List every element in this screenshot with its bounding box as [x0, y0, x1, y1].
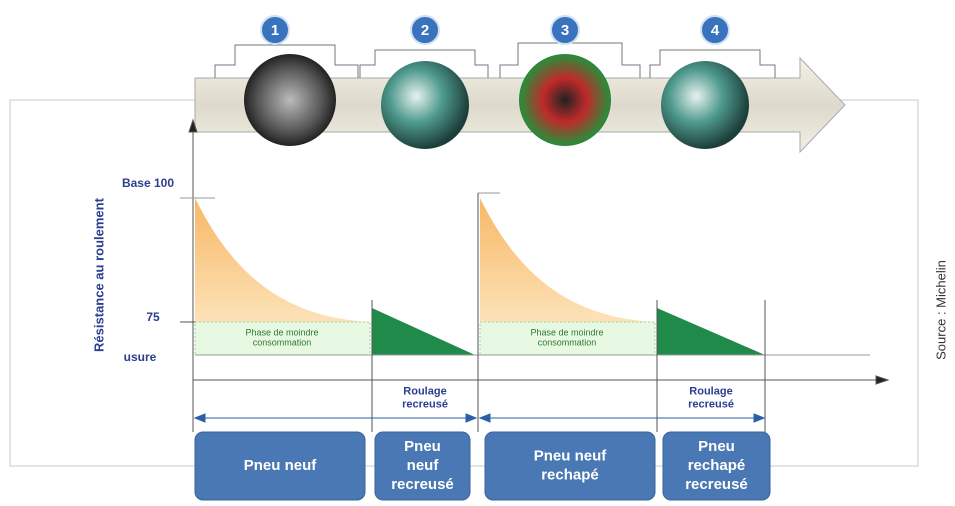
- phase-area: [479, 321, 656, 356]
- level-label: 75: [146, 310, 160, 324]
- photo-retread: [519, 54, 611, 146]
- box-label: recreusé: [391, 476, 454, 493]
- step-number: 1: [271, 22, 279, 39]
- regroove-label: Roulage: [689, 385, 732, 397]
- box-label: neuf: [407, 457, 440, 474]
- phase-label: consommation: [253, 337, 312, 347]
- photo-regroove: [381, 61, 469, 149]
- step-number: 4: [711, 22, 720, 39]
- step-badge: [550, 15, 580, 45]
- photo-tire: [244, 54, 336, 146]
- axes: [180, 118, 890, 432]
- box-label: rechapé: [688, 457, 746, 474]
- box-label: Pneu neuf: [534, 447, 608, 464]
- box-label: Pneu: [404, 438, 441, 455]
- step-badge: [260, 15, 290, 45]
- box-label: recreusé: [685, 476, 748, 493]
- span-arrows: [193, 413, 766, 423]
- frame: [9, 99, 919, 467]
- phase-box: [662, 431, 771, 501]
- phase-box: [194, 431, 366, 501]
- y-axis-label: Résistance au roulement: [91, 197, 106, 352]
- phase-label: consommation: [538, 337, 597, 347]
- regroove-triangle: [372, 308, 475, 355]
- phase-box: [374, 431, 471, 501]
- step-number: 2: [421, 22, 429, 39]
- photo-regroove-2: [661, 61, 749, 149]
- phase-area: [194, 321, 371, 356]
- box-label: Pneu neuf: [244, 457, 318, 474]
- resistance-curve: [480, 198, 655, 322]
- regroove-triangle: [657, 308, 765, 355]
- regroove-label: recreusé: [402, 398, 448, 410]
- step-badge: [410, 15, 440, 45]
- phase-label: Phase de moindre: [530, 327, 603, 337]
- regroove-label: Roulage: [403, 385, 446, 397]
- level-label: usure: [124, 350, 157, 364]
- box-label: Pneu: [698, 438, 735, 455]
- phase-label: Phase de moindre: [245, 327, 318, 337]
- regroove-label: recreusé: [688, 398, 734, 410]
- box-label: rechapé: [541, 466, 599, 483]
- resistance-curve: [195, 198, 370, 322]
- phase-box: [484, 431, 656, 501]
- step-number: 3: [561, 22, 569, 39]
- level-label: Base 100: [122, 176, 174, 190]
- step-badge: [700, 15, 730, 45]
- source: Source : Michelin: [933, 260, 948, 360]
